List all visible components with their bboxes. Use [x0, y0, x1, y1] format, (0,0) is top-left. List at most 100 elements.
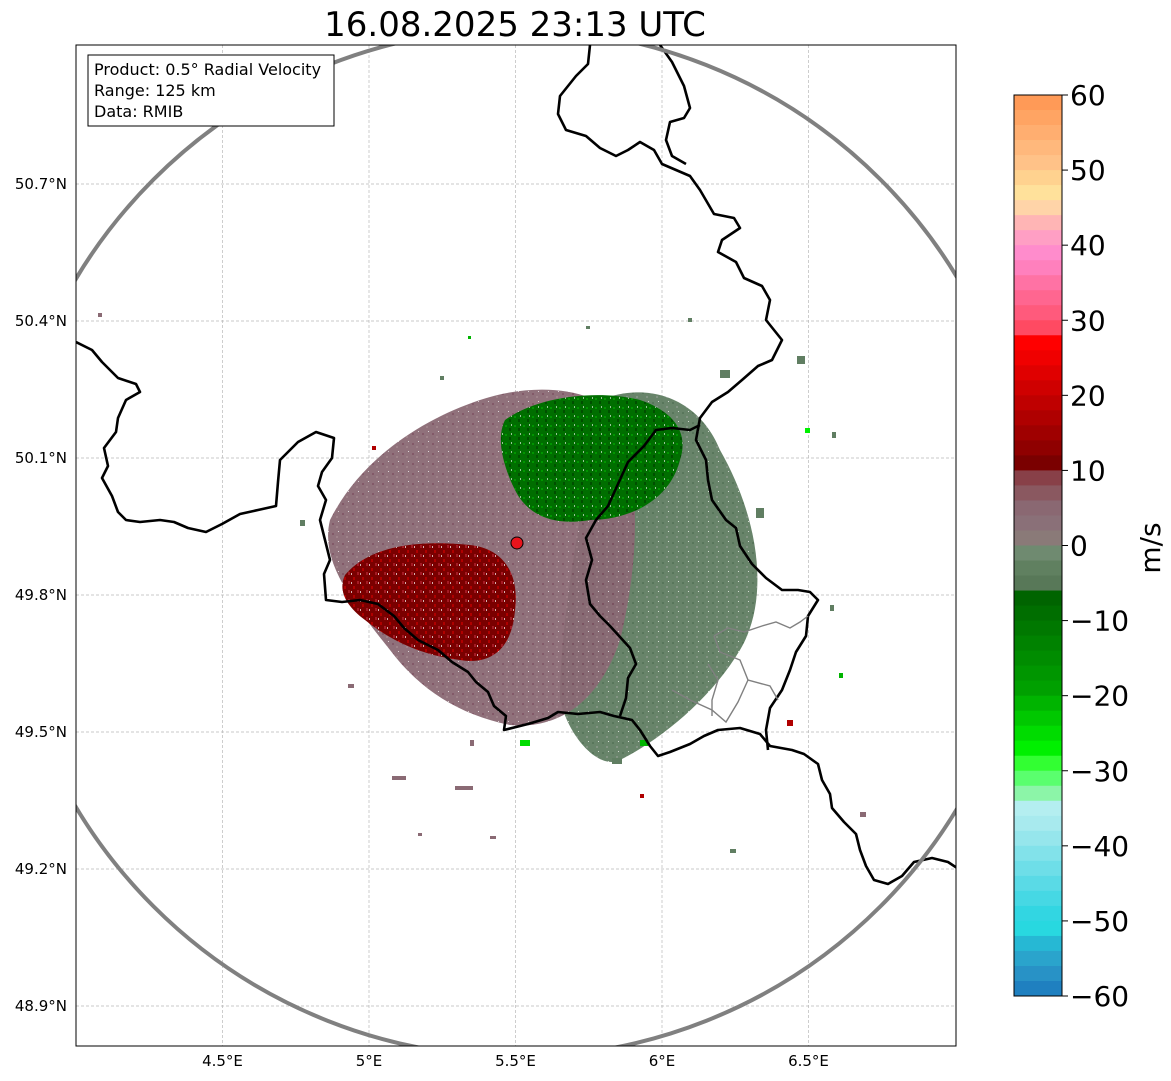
colorbar-band [1014, 890, 1062, 907]
colorbar-tick-label: −30 [1070, 755, 1129, 788]
lat-tick-label: 49.5°N [15, 723, 67, 741]
colorbar-band [1014, 950, 1062, 967]
colorbar-bands [1014, 95, 1062, 997]
colorbar-band [1014, 920, 1062, 937]
colorbar-tick-label: 50 [1070, 154, 1106, 187]
colorbar-band [1014, 365, 1062, 381]
colorbar-band [1014, 635, 1062, 652]
colorbar-tick-label: 10 [1070, 454, 1106, 487]
colorbar-tick-label: −20 [1070, 680, 1129, 713]
lon-tick-label: 6°E [649, 1052, 676, 1070]
colorbar-band [1014, 305, 1062, 321]
echo-strong-outbound [342, 543, 516, 661]
colorbar-band [1014, 770, 1062, 787]
border-belgium-luxembourg [556, 45, 820, 751]
lat-tick-label: 49.8°N [15, 586, 67, 604]
colorbar-band [1014, 830, 1062, 847]
colorbar-band [1014, 380, 1062, 396]
colorbar-band [1014, 695, 1062, 712]
colorbar-band [1014, 410, 1062, 426]
colorbar-band [1014, 515, 1062, 531]
colorbar-band [1014, 215, 1062, 231]
colorbar-band [1014, 590, 1062, 607]
colorbar-band [1014, 650, 1062, 667]
info-source: Data: RMIB [94, 102, 183, 121]
colorbar-tick-label: −60 [1070, 980, 1129, 1013]
colorbar-band [1014, 965, 1062, 982]
colorbar-band [1014, 740, 1062, 757]
colorbar-band [1014, 200, 1062, 216]
colorbar-band [1014, 290, 1062, 306]
map-panel[interactable]: Product: 0.5° Radial Velocity Range: 125… [3, 29, 1031, 1057]
colorbar-band [1014, 140, 1062, 156]
colorbar-tick-label: −10 [1070, 605, 1129, 638]
colorbar-band [1014, 320, 1062, 336]
colorbar-band [1014, 485, 1062, 501]
internal-boundaries [671, 615, 809, 724]
lat-tick-label: 50.1°N [15, 449, 67, 467]
lon-tick-label: 4.5°E [202, 1052, 243, 1070]
colorbar-band [1014, 245, 1062, 261]
lat-tick-label: 49.2°N [15, 860, 67, 878]
colorbar-band [1014, 860, 1062, 877]
colorbar-ticks: 60 50 40 30 20 10 0 −10 −20 −30 −40 −50 −60 [1062, 79, 1129, 1013]
colorbar-band [1014, 545, 1062, 562]
latitude-tick-labels: 50.7°N 50.4°N 50.1°N 49.8°N 49.5°N 49.2°N 48.9… [15, 175, 67, 1015]
lon-tick-label: 5.5°E [495, 1052, 536, 1070]
colorbar-tick-label: 40 [1070, 229, 1106, 262]
colorbar-band [1014, 440, 1062, 456]
colorbar-tick-label: 0 [1070, 530, 1088, 563]
colorbar-tick-label: 60 [1070, 79, 1106, 112]
lat-tick-label: 50.7°N [15, 175, 67, 193]
colorbar-band [1014, 170, 1062, 186]
echo-strong-inbound [500, 395, 683, 522]
lon-tick-label: 6.5°E [788, 1052, 829, 1070]
country-borders [76, 45, 956, 886]
colorbar-band [1014, 935, 1062, 952]
colorbar-band [1014, 710, 1062, 727]
colorbar-band [1014, 500, 1062, 516]
colorbar-tick-label: 30 [1070, 304, 1106, 337]
colorbar-band [1014, 785, 1062, 802]
longitude-tick-labels: 4.5°E 5°E 5.5°E 6°E 6.5°E [202, 1052, 829, 1070]
colorbar-band [1014, 575, 1062, 592]
colorbar-band [1014, 275, 1062, 291]
colorbar-tick-label: 20 [1070, 379, 1106, 412]
colorbar-band [1014, 470, 1062, 486]
colorbar-band [1014, 755, 1062, 772]
velocity-colorbar: 60 50 40 30 20 10 0 −10 −20 −30 −40 −50 −60 m/s [1013, 79, 1167, 1013]
border-luxembourg-france [584, 423, 701, 717]
colorbar-band [1014, 350, 1062, 366]
colorbar-band [1014, 605, 1062, 622]
chart-title: 16.08.2025 23:13 UTC [324, 5, 706, 45]
colorbar-band [1014, 725, 1062, 742]
colorbar-band [1014, 155, 1062, 171]
colorbar-band [1014, 230, 1062, 246]
colorbar-tick-label: −50 [1070, 905, 1129, 938]
lon-tick-label: 5°E [356, 1052, 383, 1070]
colorbar-unit-label: m/s [1134, 522, 1167, 573]
colorbar-band [1014, 845, 1062, 862]
radar-site-marker[interactable] [510, 536, 524, 550]
colorbar-band [1014, 665, 1062, 682]
lat-tick-label: 48.9°N [15, 997, 67, 1015]
border-germany-east [658, 45, 692, 166]
colorbar-band [1014, 335, 1062, 351]
info-box: Product: 0.5° Radial Velocity Range: 125… [87, 54, 335, 127]
info-range: Range: 125 km [94, 81, 216, 100]
colorbar-band [1014, 260, 1062, 276]
colorbar-band [1014, 800, 1062, 817]
colorbar-band [1014, 125, 1062, 141]
colorbar-band [1014, 875, 1062, 892]
colorbar-band [1014, 95, 1062, 111]
colorbar-band [1014, 425, 1062, 441]
info-product: Product: 0.5° Radial Velocity [94, 60, 321, 79]
colorbar-band [1014, 455, 1062, 471]
colorbar-band [1014, 185, 1062, 201]
colorbar-band [1014, 395, 1062, 411]
border-belgium-france-west [76, 340, 956, 886]
colorbar-band [1014, 620, 1062, 637]
lat-tick-label: 50.4°N [15, 312, 67, 330]
colorbar-band [1014, 110, 1062, 126]
